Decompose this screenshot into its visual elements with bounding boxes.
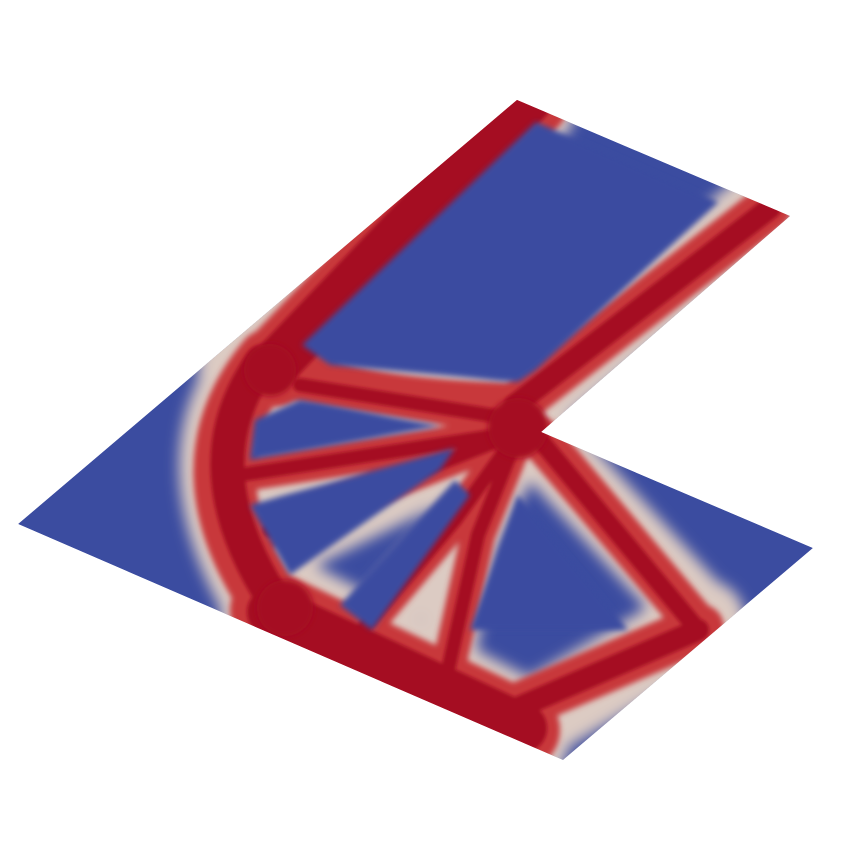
junction-upper-left <box>244 344 296 396</box>
junction-lower-left <box>257 580 313 636</box>
inner-voids <box>250 122 718 630</box>
plate <box>18 100 813 760</box>
load-hub <box>488 398 548 458</box>
solid-structure-core <box>210 100 781 753</box>
